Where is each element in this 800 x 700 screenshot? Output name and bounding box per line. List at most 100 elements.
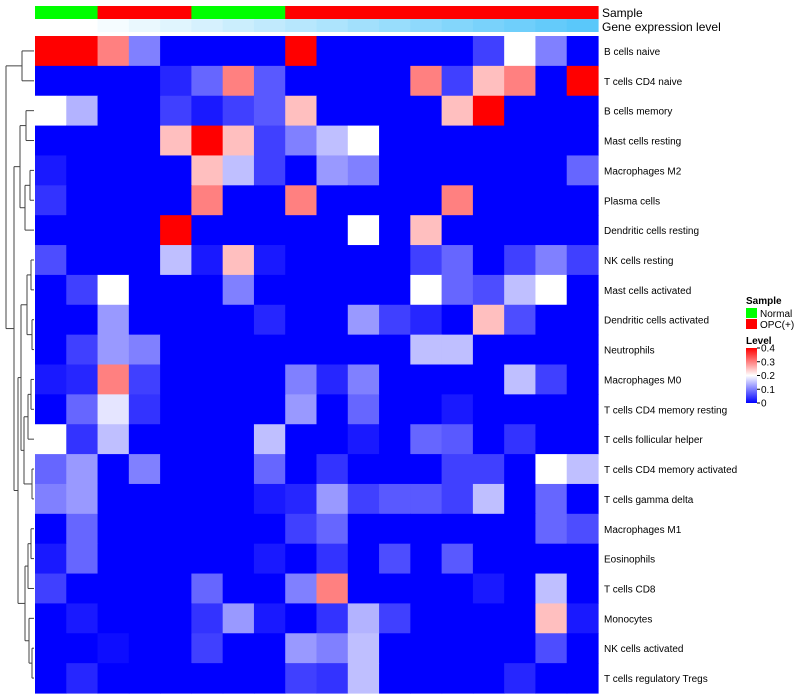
heatmap-cell: [441, 633, 474, 664]
legend-level-colorbar: [746, 348, 757, 403]
heatmap-cell: [128, 95, 161, 127]
heatmap-cell: [347, 95, 380, 127]
heatmap-cell: [97, 394, 130, 425]
heatmap-cell: [504, 125, 537, 157]
heatmap-cell: [535, 36, 568, 67]
heatmap-cell: [379, 424, 411, 455]
heatmap-cell: [66, 36, 99, 67]
heatmap-cell: [441, 215, 474, 246]
heatmap-cell: [566, 274, 599, 306]
heatmap-cell: [191, 543, 224, 575]
row-label: T cells CD8: [604, 584, 656, 595]
heatmap-cell: [441, 334, 474, 366]
heatmap-cell: [566, 65, 599, 97]
heatmap-cell: [66, 603, 99, 634]
heatmap-cell: [504, 95, 537, 127]
heatmap-cell: [253, 334, 286, 366]
row-label: Eosinophils: [604, 555, 655, 566]
heatmap-cell: [128, 394, 161, 425]
heatmap-cell: [160, 155, 192, 186]
heatmap-cell: [35, 125, 67, 157]
heatmap-cell: [566, 633, 599, 664]
expression-annotation-cell: [35, 19, 67, 32]
heatmap-cell: [410, 36, 443, 67]
heatmap-cell: [566, 185, 599, 216]
heatmap-cell: [472, 364, 505, 395]
heatmap-cell: [128, 454, 161, 485]
heatmap-cell: [253, 95, 286, 127]
heatmap-cell: [222, 334, 255, 366]
heatmap-cell: [222, 603, 255, 634]
heatmap-cell: [253, 65, 286, 97]
heatmap-cell: [347, 334, 380, 366]
heatmap-cell: [160, 274, 192, 306]
heatmap-cell: [379, 663, 411, 694]
heatmap-cell: [128, 483, 161, 515]
row-labels: B cells naive T cells CD4 naive B cells me…: [604, 47, 737, 685]
heatmap-cell: [253, 454, 286, 485]
heatmap-cell: [504, 633, 537, 664]
sample-annotation-cell: [316, 6, 349, 19]
heatmap-cell: [379, 513, 411, 545]
heatmap-cell: [222, 454, 255, 485]
heatmap-cell: [566, 394, 599, 425]
expression-annotation-cell: [379, 19, 411, 32]
heatmap-cell: [410, 364, 443, 395]
expression-annotation-cell: [410, 19, 443, 32]
heatmap-cell: [222, 424, 255, 455]
heatmap-cell: [472, 155, 505, 186]
heatmap-cell: [128, 334, 161, 366]
heatmap-cell: [441, 65, 474, 97]
heatmap-cell: [410, 95, 443, 127]
heatmap-cell: [285, 603, 318, 634]
heatmap-cell: [128, 215, 161, 246]
heatmap-cell: [97, 185, 130, 216]
heatmap-cell: [253, 185, 286, 216]
heatmap-cell: [347, 513, 380, 545]
heatmap-cell: [535, 185, 568, 216]
heatmap-cell: [285, 274, 318, 306]
sample-annotation-cell: [128, 6, 161, 19]
heatmap-cell: [35, 36, 67, 67]
heatmap-cell: [535, 95, 568, 127]
heatmap-cell: [504, 424, 537, 455]
heatmap-cell: [222, 543, 255, 575]
heatmap-cell: [535, 454, 568, 485]
heatmap-cell: [504, 215, 537, 246]
row-label: NK cells resting: [604, 256, 673, 267]
heatmap-cell: [441, 543, 474, 575]
heatmap-cell: [504, 185, 537, 216]
heatmap-cell: [535, 603, 568, 634]
heatmap-cell: [160, 304, 192, 336]
heatmap-cell: [97, 573, 130, 605]
heatmap-cell: [472, 274, 505, 306]
heatmap-cell: [222, 245, 255, 276]
heatmap-cell: [379, 394, 411, 425]
heatmap-cell: [253, 215, 286, 246]
heatmap-cell: [379, 65, 411, 97]
sample-annotation-cell: [253, 6, 286, 19]
heatmap-cell: [441, 603, 474, 634]
heatmap-cell: [316, 95, 349, 127]
heatmap-cell: [316, 65, 349, 97]
heatmap-cell: [379, 543, 411, 575]
heatmap-cell: [472, 334, 505, 366]
row-label: Dendritic cells activated: [604, 316, 709, 327]
heatmap-cell: [472, 394, 505, 425]
heatmap-cell: [441, 573, 474, 605]
heatmap-cell: [285, 334, 318, 366]
heatmap-cell: [347, 663, 380, 694]
expression-annotation-cell: [253, 19, 286, 32]
heatmap-cell: [535, 274, 568, 306]
sample-annotation-cell: [222, 6, 255, 19]
heatmap-cell: [472, 185, 505, 216]
heatmap-cell: [504, 274, 537, 306]
heatmap-cell: [191, 633, 224, 664]
heatmap-cell: [97, 274, 130, 306]
heatmap-cell: [316, 513, 349, 545]
heatmap-cell: [535, 543, 568, 575]
heatmap-cell: [410, 65, 443, 97]
heatmap-cell: [97, 663, 130, 694]
heatmap-cell: [410, 274, 443, 306]
sample-annotation-cell: [285, 6, 318, 19]
